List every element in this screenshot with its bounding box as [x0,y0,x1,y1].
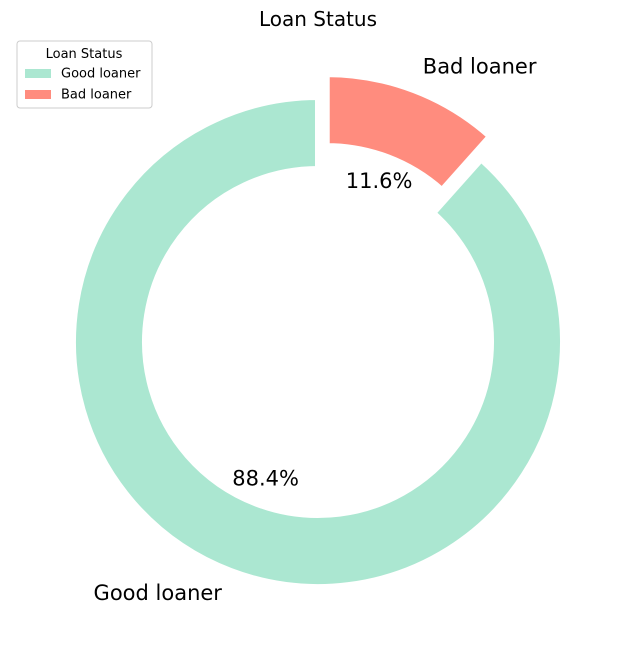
slice-label-good-loaner: Good loaner [94,581,223,605]
slice-bad-loaner [323,71,495,195]
legend-entries: Good loaner Bad loaner [25,67,141,103]
legend-label-bad-loaner: Bad loaner [61,88,132,103]
labels-group: Good loaner 88.4% Bad loaner 11.6% [94,54,537,604]
legend-label-good-loaner: Good loaner [61,67,141,82]
legend: Loan Status Good loaner Bad loaner [16,40,153,109]
pct-label-bad-loaner: 11.6% [346,169,413,193]
slice-label-bad-loaner: Bad loaner [423,54,537,78]
slice-good-loaner [70,93,566,590]
legend-swatch-bad-loaner [25,90,51,99]
legend-title: Loan Status [46,47,123,62]
pct-label-good-loaner: 88.4% [232,466,299,490]
slices-group [70,71,566,590]
legend-swatch-good-loaner [25,69,51,78]
chart-title: Loan Status [259,7,377,31]
